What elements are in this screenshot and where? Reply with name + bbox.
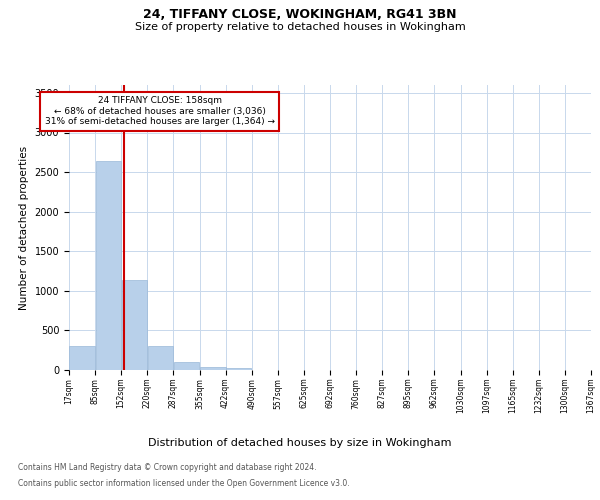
- Text: 24, TIFFANY CLOSE, WOKINGHAM, RG41 3BN: 24, TIFFANY CLOSE, WOKINGHAM, RG41 3BN: [143, 8, 457, 20]
- Text: Distribution of detached houses by size in Wokingham: Distribution of detached houses by size …: [148, 438, 452, 448]
- Text: Contains public sector information licensed under the Open Government Licence v3: Contains public sector information licen…: [18, 478, 350, 488]
- Bar: [95, 161, 121, 370]
- Bar: [200, 367, 226, 370]
- Text: Size of property relative to detached houses in Wokingham: Size of property relative to detached ho…: [134, 22, 466, 32]
- Bar: [148, 346, 173, 370]
- Bar: [70, 346, 95, 370]
- Text: 24 TIFFANY CLOSE: 158sqm
← 68% of detached houses are smaller (3,036)
31% of sem: 24 TIFFANY CLOSE: 158sqm ← 68% of detach…: [45, 96, 275, 126]
- Bar: [122, 280, 147, 370]
- Text: Contains HM Land Registry data © Crown copyright and database right 2024.: Contains HM Land Registry data © Crown c…: [18, 464, 317, 472]
- Bar: [226, 368, 251, 370]
- Bar: [174, 362, 199, 370]
- Y-axis label: Number of detached properties: Number of detached properties: [19, 146, 29, 310]
